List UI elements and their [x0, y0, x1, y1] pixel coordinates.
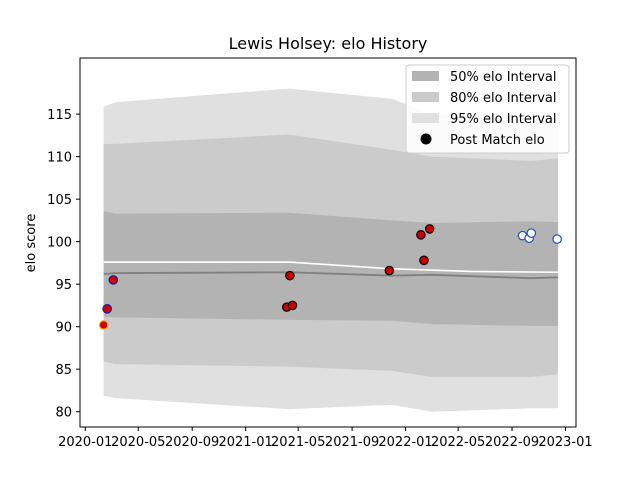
y-tick-label: 105: [47, 193, 72, 208]
post-match-point: [285, 270, 295, 281]
legend: 50% elo Interval 80% elo Interval 95% elo …: [405, 64, 570, 154]
legend-label: Post Match elo: [450, 133, 545, 148]
x-tick-label: 2022-01: [378, 435, 432, 450]
mean-elo-line: [103, 271, 559, 280]
x-tick-label: 2022-05: [431, 435, 485, 450]
post-match-point: [419, 255, 429, 266]
legend-swatch: [412, 113, 439, 123]
interval-bands: [103, 88, 559, 412]
legend-swatch: [412, 71, 439, 81]
y-axis-label: elo score: [24, 214, 39, 273]
legend-label: 95% elo Interval: [450, 112, 557, 127]
post-match-point: [102, 304, 112, 314]
plot-frame: [79, 57, 577, 428]
y-tick-label: 110: [47, 151, 72, 166]
x-tick-label: 2020-09: [165, 435, 219, 450]
post-match-point: [526, 228, 537, 238]
x-tick-label: 2021-05: [271, 435, 325, 450]
x-tick-label: 2022-09: [485, 435, 539, 450]
x-tick-label: 2020-01: [58, 435, 112, 450]
legend-swatch: [412, 92, 439, 102]
post-match-point: [108, 275, 119, 285]
y-tick-label: 115: [47, 108, 72, 123]
x-tick-label: 2021-09: [325, 435, 379, 450]
post-match-point: [98, 320, 109, 330]
post-match-points: [98, 224, 562, 330]
post-match-point: [424, 224, 435, 234]
legend-box: [405, 64, 570, 154]
post-match-point: [384, 265, 395, 276]
x-tick-label: 2020-05: [111, 435, 165, 450]
y-tick-label: 85: [55, 363, 72, 378]
y-axis: 80 85 90 95 100 105 110 115: [47, 108, 80, 421]
legend-label: 80% elo Interval: [450, 91, 557, 106]
post-match-point: [287, 300, 298, 311]
x-tick-label: 2021-01: [218, 435, 272, 450]
x-tick-label: 2023-01: [538, 435, 592, 450]
chart-title: Lewis Holsey: elo History: [229, 34, 428, 53]
post-match-point: [416, 230, 426, 240]
y-tick-label: 80: [55, 406, 72, 421]
y-tick-label: 95: [55, 278, 72, 293]
legend-label: 50% elo Interval: [450, 70, 557, 85]
y-tick-label: 90: [55, 321, 72, 336]
post-match-point: [552, 234, 562, 244]
y-tick-label: 100: [47, 236, 72, 251]
legend-marker: [420, 133, 432, 145]
band-3: [103, 211, 559, 326]
